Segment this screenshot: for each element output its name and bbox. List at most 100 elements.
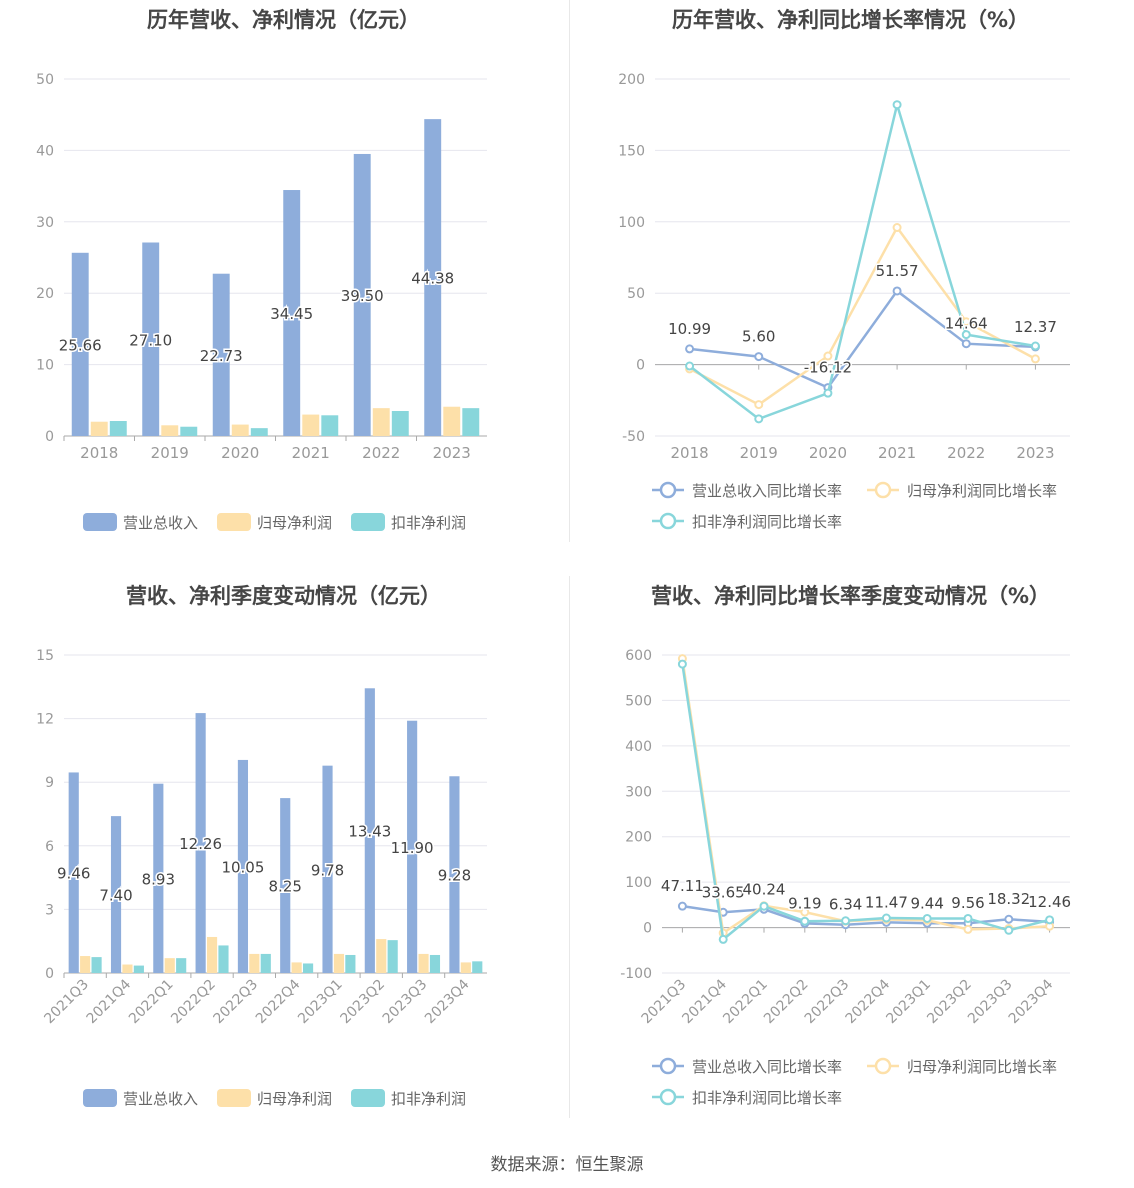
bar xyxy=(333,953,345,973)
bar xyxy=(283,190,301,436)
legend-swatch xyxy=(217,513,251,531)
bar xyxy=(176,958,187,973)
x-tick-label: 2022Q3 xyxy=(802,977,853,1028)
data-point xyxy=(961,330,971,340)
x-tick-label: 2022Q1 xyxy=(720,977,771,1028)
x-tick-label: 2023 xyxy=(1016,444,1054,462)
annual-bar-chart: 0 10 20 30 40 50 2018 2019 2020 2021 2022 2023 25.66… xyxy=(36,72,487,532)
x-tick-label: 2023Q2 xyxy=(337,977,388,1028)
x-tick-label: 2021 xyxy=(878,444,916,462)
bar xyxy=(449,776,460,973)
data-point xyxy=(685,361,695,371)
x-tick-label: 2019 xyxy=(740,444,778,462)
legend-label: 扣非净利润同比增长率 xyxy=(692,513,842,531)
data-point xyxy=(677,901,687,911)
data-label: 44.38 xyxy=(411,270,454,288)
x-tick-label: 2023Q4 xyxy=(422,976,473,1027)
data-point xyxy=(754,414,764,424)
data-label: 39.50 xyxy=(341,287,384,305)
bar xyxy=(372,408,390,436)
x-tick-label: 2021Q3 xyxy=(41,977,92,1028)
x-tick-label: 2018 xyxy=(80,444,118,462)
y-tick-label: 12 xyxy=(36,712,54,728)
series-line xyxy=(689,289,1036,390)
bar xyxy=(302,414,320,436)
chart-title: 营收、净利季度变动情况（亿元） xyxy=(126,584,441,608)
data-label: 25.66 xyxy=(59,336,102,354)
bar xyxy=(164,958,175,973)
data-label: 12.26 xyxy=(179,835,222,853)
data-label: 9.19 xyxy=(788,894,821,912)
data-label: 8.25 xyxy=(269,878,302,896)
quarterly-bar-chart: 036912152021Q32021Q42022Q12022Q22022Q320… xyxy=(36,648,487,1108)
quarterly-growth-rate-panel: 营收、净利同比增长率季度变动情况（%） -100 0 100 200 300 400 500… xyxy=(567,576,1134,1146)
bar xyxy=(462,408,480,436)
y-tick-label: 500 xyxy=(625,693,652,709)
x-tick-label: 2021 xyxy=(292,444,330,462)
y-tick-label: 6 xyxy=(45,839,54,855)
data-point xyxy=(1030,341,1040,351)
data-label: 9.44 xyxy=(910,894,943,912)
data-label: 18.32 xyxy=(987,890,1030,908)
legend-label: 营业总收入同比增长率 xyxy=(692,482,842,500)
legend-marker xyxy=(659,512,677,530)
chart-title: 历年营收、净利同比增长率情况（%） xyxy=(671,8,1030,32)
bar xyxy=(71,252,89,436)
x-tick-label: 2022Q4 xyxy=(843,976,894,1027)
data-point xyxy=(892,100,902,110)
legend-swatch xyxy=(83,1089,117,1107)
y-tick-label: 50 xyxy=(36,72,54,88)
x-tick-label: 2022Q3 xyxy=(211,977,262,1028)
x-tick-label: 2020 xyxy=(809,444,847,462)
data-label: 14.64 xyxy=(945,315,988,333)
x-tick-label: 2021Q3 xyxy=(639,977,690,1028)
x-tick-label: 2023Q4 xyxy=(1006,976,1057,1027)
data-label: 5.60 xyxy=(742,328,775,346)
data-point xyxy=(841,916,851,926)
bar xyxy=(122,964,133,973)
y-tick-label: 200 xyxy=(618,72,645,88)
data-label: 34.45 xyxy=(270,305,313,323)
legend-label: 归母净利润 xyxy=(257,1090,332,1108)
bar xyxy=(387,940,398,973)
data-label: 9.56 xyxy=(951,894,984,912)
bar xyxy=(80,956,91,973)
bar xyxy=(249,953,260,973)
data-point xyxy=(881,913,891,923)
quarterly-line-chart: -10001002003004005006002021Q32021Q42022Q… xyxy=(620,648,1072,1107)
legend-marker xyxy=(874,1057,892,1075)
data-label: 11.90 xyxy=(391,839,434,857)
data-label: 9.28 xyxy=(438,867,471,885)
x-tick-label: 2021Q4 xyxy=(679,976,730,1027)
bar xyxy=(161,425,179,436)
legend-label: 扣非净利润同比增长率 xyxy=(692,1089,842,1107)
data-point xyxy=(800,916,810,926)
legend-label: 归母净利润 xyxy=(257,514,332,532)
x-tick-label: 2021Q4 xyxy=(84,976,135,1027)
data-point xyxy=(892,223,902,233)
x-tick-label: 2019 xyxy=(151,444,189,462)
data-point xyxy=(800,907,810,917)
y-tick-label: 0 xyxy=(643,921,652,937)
data-label: 13.43 xyxy=(348,823,391,841)
y-tick-label: 100 xyxy=(625,875,652,891)
bar xyxy=(260,953,271,973)
data-label: 11.47 xyxy=(865,893,908,911)
bar xyxy=(376,939,387,973)
bar xyxy=(250,428,268,436)
bar xyxy=(231,424,249,436)
x-tick-label: 2018 xyxy=(670,444,708,462)
y-tick-label: 150 xyxy=(618,143,645,159)
data-label: 12.37 xyxy=(1014,318,1057,336)
legend-marker xyxy=(659,481,677,499)
annual-revenue-profit-panel: 历年营收、净利情况（亿元） 0 10 20 30 40 50 2018 2019 2020 202… xyxy=(0,0,567,570)
legend-label: 扣非净利润 xyxy=(391,514,466,532)
bar xyxy=(424,119,442,436)
y-tick-label: 20 xyxy=(36,286,54,302)
bar xyxy=(291,962,302,973)
bar xyxy=(429,954,441,973)
bar xyxy=(472,961,483,973)
bar xyxy=(280,798,291,973)
data-point xyxy=(685,344,695,354)
y-tick-label: 3 xyxy=(45,902,54,918)
